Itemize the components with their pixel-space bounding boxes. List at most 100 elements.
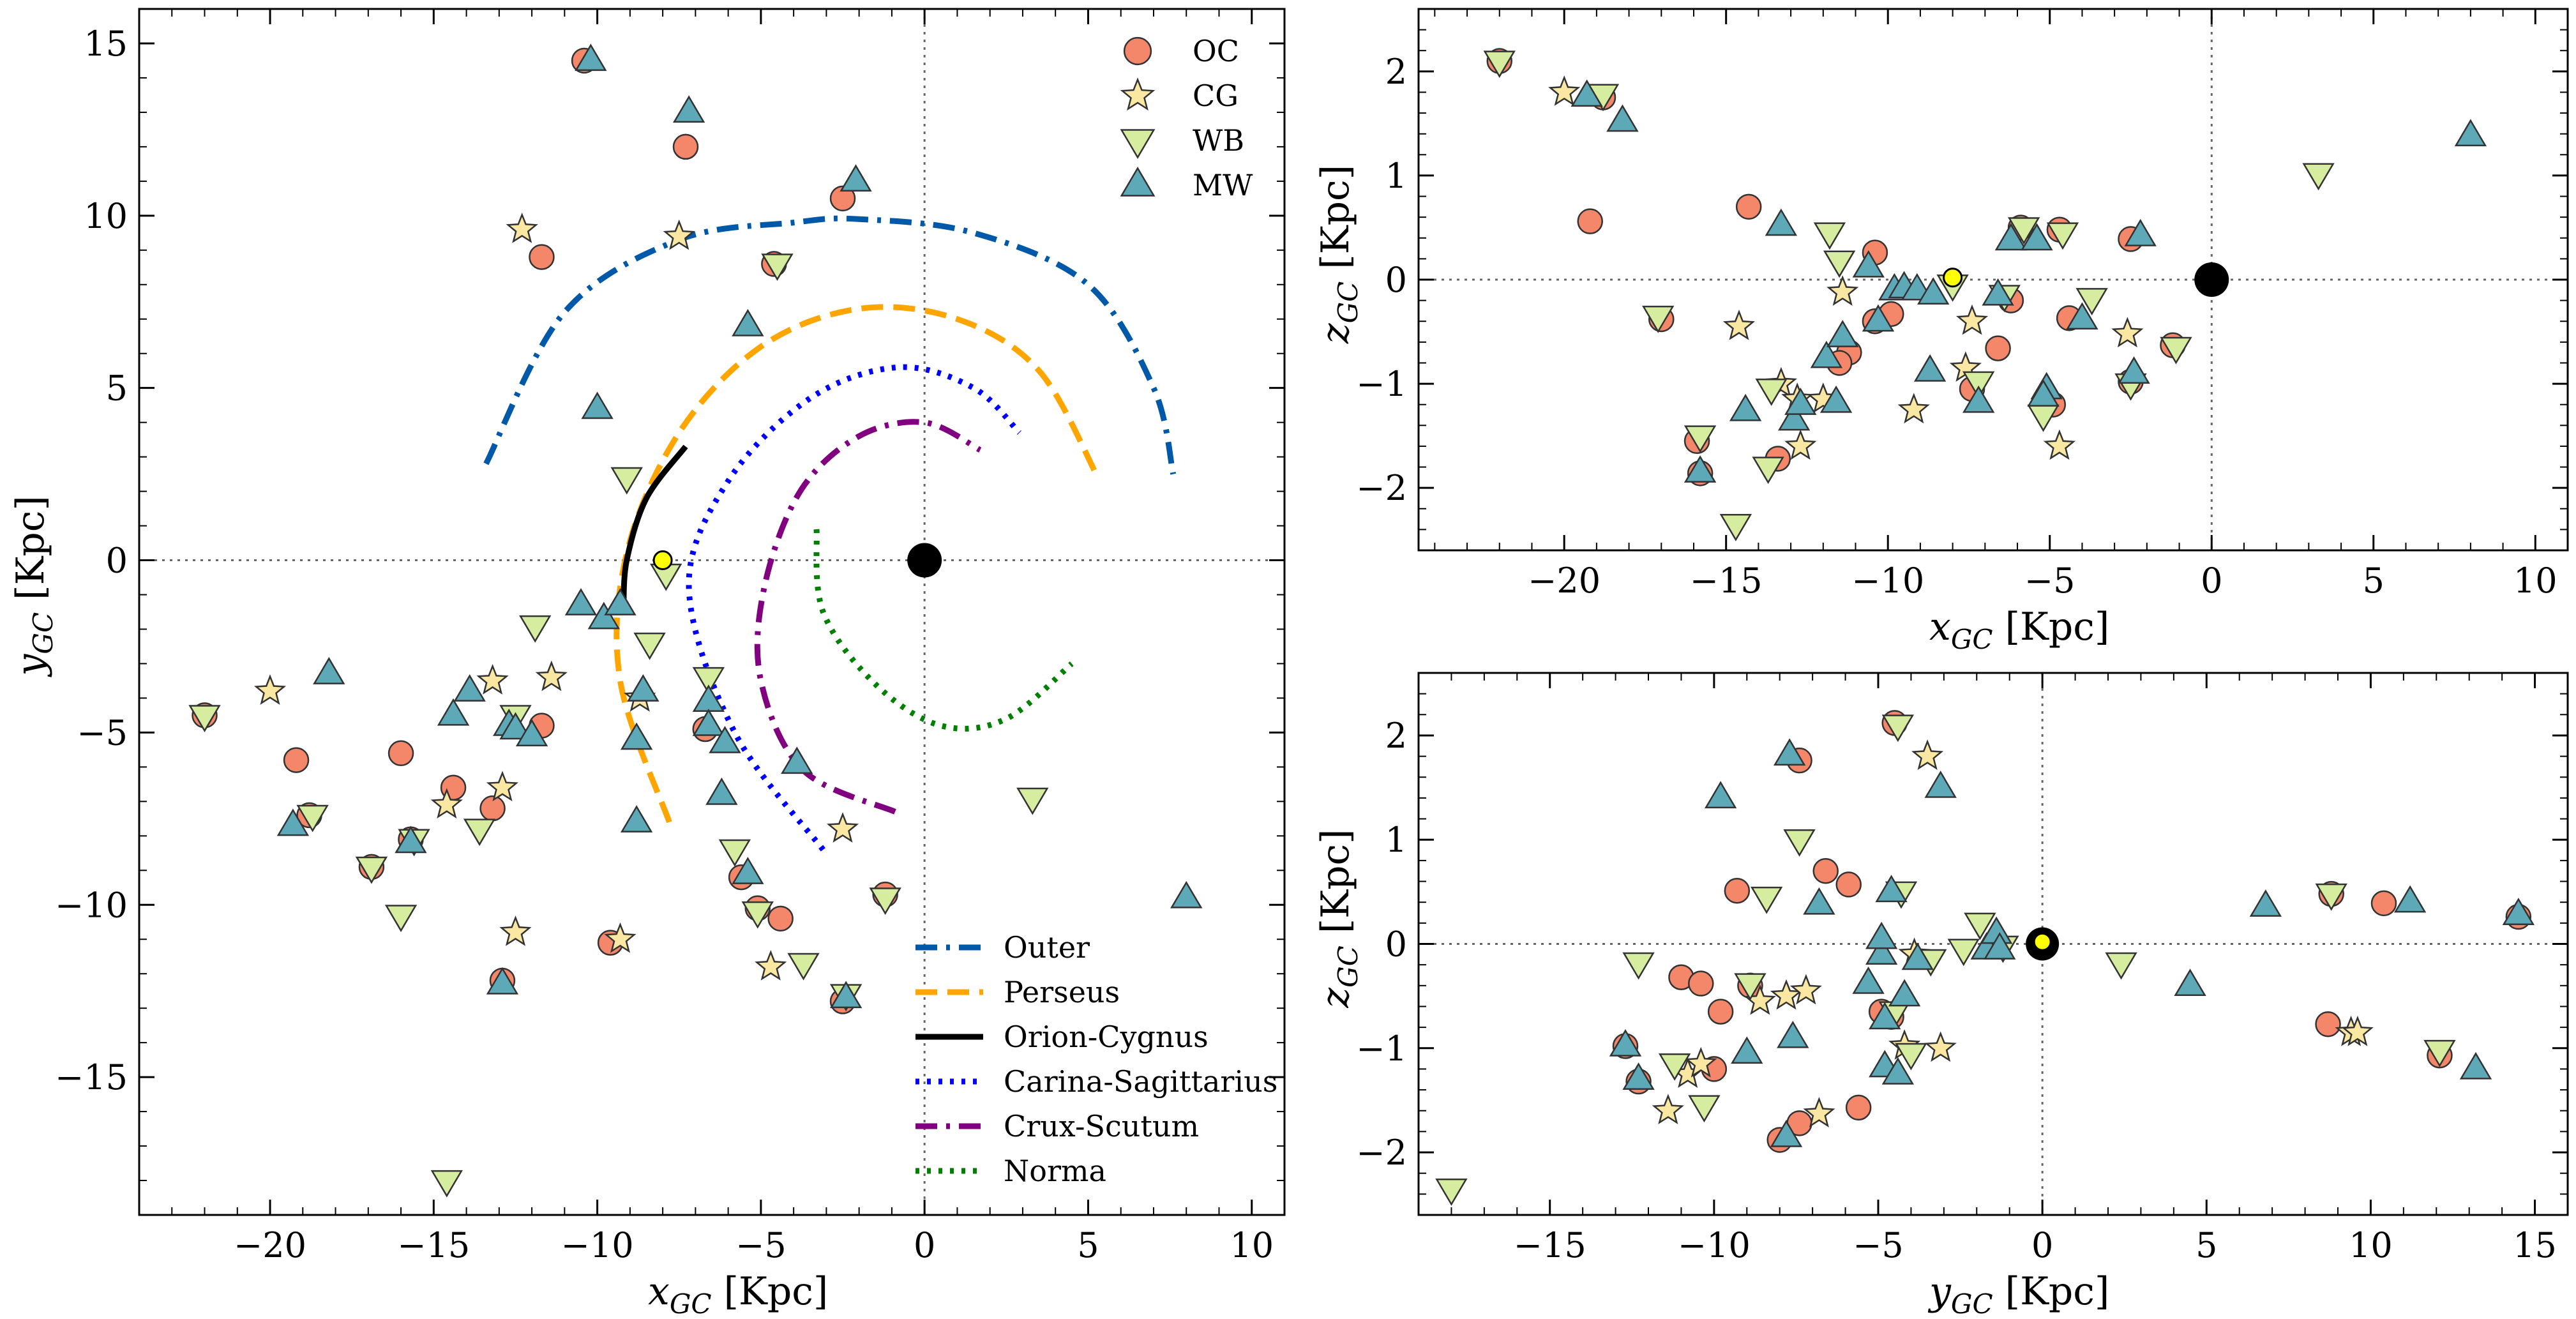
point-cg-2 (1685, 1046, 1717, 1078)
legend-marker-mw (1120, 166, 1156, 197)
point-wb-12 (2007, 217, 2040, 245)
y-tick-label: 1 (1385, 820, 1407, 860)
y-tick-label: 5 (106, 368, 128, 409)
point-wb-18 (2302, 163, 2335, 191)
point-mw-1 (1622, 1062, 1655, 1090)
point-mw-19 (1994, 223, 2028, 251)
point-oc-3 (1688, 970, 1714, 997)
y-tick-label: 2 (1385, 716, 1407, 756)
legend-marker-cg (1120, 77, 1156, 111)
point-wb-13 (718, 839, 751, 867)
point-wb-16 (787, 953, 820, 981)
point-oc-1 (283, 747, 310, 773)
point-oc-4 (388, 740, 414, 767)
point-mw-14 (620, 722, 653, 750)
point-mw-2 (1704, 781, 1737, 809)
point-mw-16 (627, 674, 659, 702)
point-mw-12 (1875, 875, 1908, 903)
point-mw-20 (2174, 969, 2206, 997)
point-mw-6 (1784, 388, 1817, 415)
point-mw-4 (453, 674, 486, 702)
point-mw-9 (1819, 385, 1853, 413)
x-tick-label: 10 (2513, 561, 2557, 601)
point-mw-8 (1827, 320, 1859, 347)
x-axis-label: yGC [Kpc] (1927, 1269, 2109, 1319)
point-wb-1 (1622, 952, 1655, 980)
point-wb-15 (761, 253, 794, 282)
point-wb-0 (1435, 1178, 1468, 1206)
plot-area (1483, 48, 2487, 541)
point-mw-21 (709, 725, 741, 753)
point-mw-27 (1170, 880, 1203, 908)
point-mw-12 (587, 601, 621, 629)
plot-area (1435, 710, 2535, 1206)
point-cg-10 (1924, 1031, 1957, 1062)
point-oc-1 (1577, 208, 1603, 234)
point-wb-3 (384, 905, 418, 933)
legend-label-outer: Outer (1004, 930, 1090, 965)
x-tick-label: −10 (1851, 561, 1924, 601)
y-tick-label: 10 (84, 196, 128, 236)
x-tick-label: −10 (1678, 1225, 1751, 1265)
point-mw-21 (2249, 889, 2282, 917)
point-wb-0 (1483, 50, 1516, 79)
point-mw-20 (2021, 223, 2053, 251)
legend-label-cg: CG (1193, 79, 1239, 113)
point-cg-1 (430, 788, 463, 819)
point-wb-10 (633, 632, 666, 660)
arm-carina-sagittarius (686, 364, 1022, 852)
point-wb-2 (1642, 305, 1675, 333)
legend-label-norma: Norma (1004, 1154, 1106, 1188)
y-tick-label: −10 (55, 885, 128, 925)
point-wb-10 (1962, 371, 1995, 399)
point-mw-22 (2027, 379, 2060, 407)
point-mw-3 (437, 698, 470, 726)
x-tick-label: 15 (2513, 1225, 2557, 1265)
point-mw-15 (620, 805, 653, 833)
y-tick-label: 2 (1385, 52, 1407, 92)
point-mw-16 (1917, 277, 1950, 305)
point-wb-17 (2160, 336, 2192, 365)
point-wb-16 (2423, 1039, 2456, 1067)
point-wb-6 (463, 818, 496, 847)
point-mw-7 (1803, 887, 1835, 915)
legend-label-carina-sagittarius: Carina-Sagittarius (1004, 1064, 1277, 1099)
point-wb-0 (188, 705, 221, 733)
point-cg-0 (1548, 75, 1581, 106)
point-mw-18 (1982, 278, 2014, 306)
point-oc-5 (1707, 999, 1734, 1025)
point-wb-18 (869, 887, 901, 916)
point-mw-25 (829, 981, 862, 1009)
point-wb-7 (1813, 222, 1846, 250)
x-tick-label: −15 (1690, 561, 1763, 601)
point-mw-1 (1606, 104, 1639, 132)
point-mw-19 (692, 708, 725, 736)
legend-label-crux-scutum: Crux-Scutum (1004, 1109, 1199, 1143)
y-tick-label: 0 (1385, 924, 1407, 965)
y-axis-label: zGC [Kpc] (1313, 165, 1364, 344)
point-mw-10 (1852, 250, 1885, 278)
point-wb-4 (1734, 973, 1766, 1001)
point-mw-11 (1869, 1002, 1901, 1030)
point-wb-5 (1752, 456, 1784, 485)
arm-outer (483, 215, 1177, 475)
point-mw-22 (732, 308, 764, 336)
point-mw-26 (840, 164, 872, 192)
point-mw-2 (395, 825, 427, 854)
point-wb-14 (2105, 952, 2137, 980)
x-tick-label: 10 (1230, 1225, 1274, 1265)
point-oc-13 (1985, 335, 2011, 361)
y-tick-label: −2 (1356, 468, 1407, 508)
x-axis-label: xGC [Kpc] (1929, 605, 2109, 655)
legend-arms: Outer Perseus Orion-Cygnus Carina-Sagittari… (915, 930, 1277, 1188)
point-oc-6 (1735, 193, 1762, 220)
y-tick-label: 0 (106, 541, 128, 581)
point-wb-5 (1750, 886, 1783, 914)
x-tick-label: −5 (1853, 1225, 1904, 1265)
x-tick-label: −5 (2024, 561, 2075, 601)
point-mw-15 (1913, 354, 1947, 382)
y-tick-label: 15 (84, 24, 128, 64)
point-cg-9 (1911, 739, 1944, 770)
point-mw-2 (1683, 455, 1717, 483)
